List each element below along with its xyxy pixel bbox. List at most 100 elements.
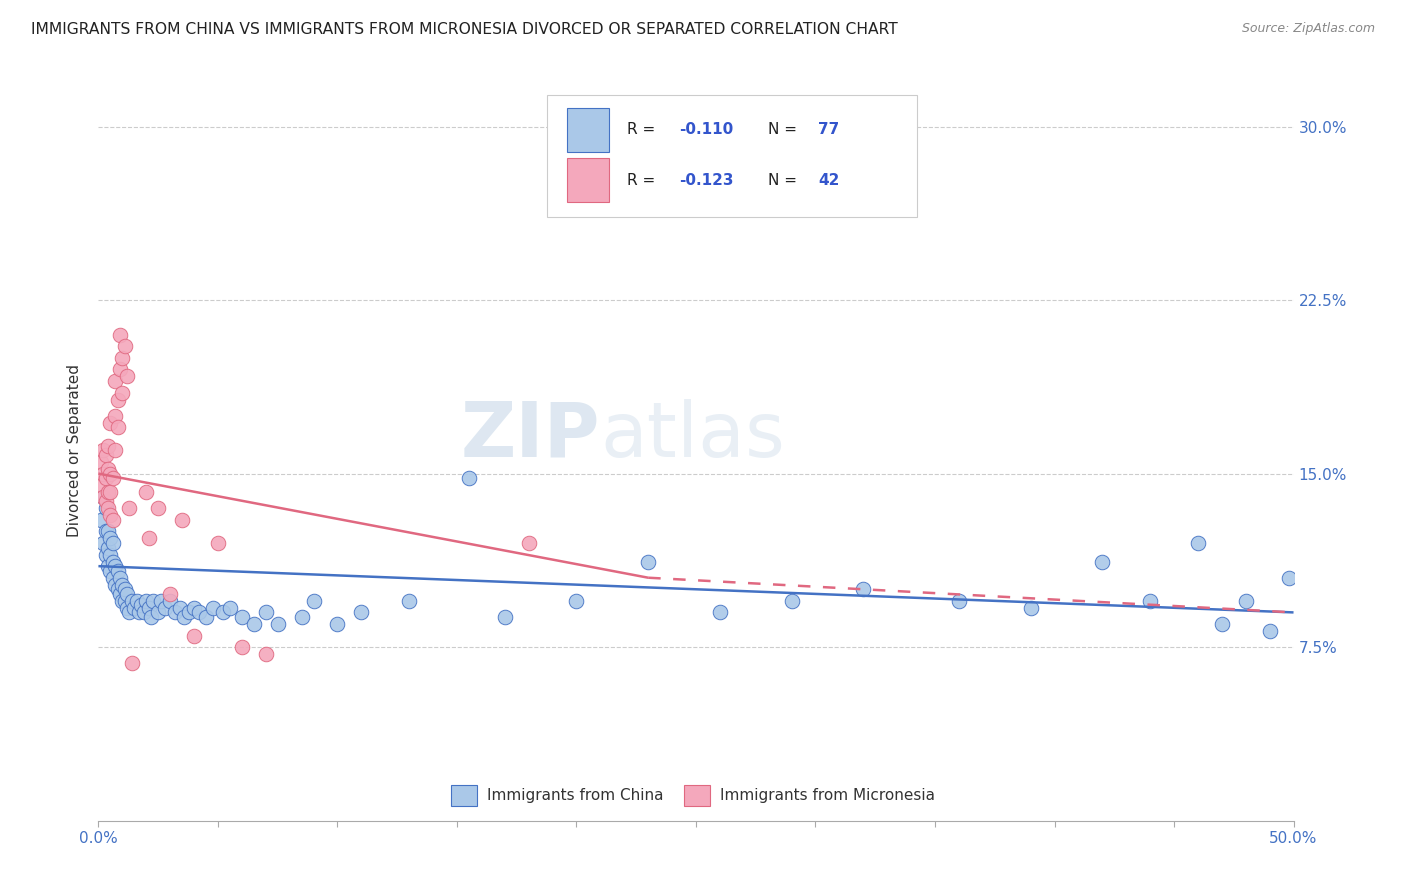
- Point: [94, 501, 117, 516]
- Point: [494, 610, 516, 624]
- Text: R =: R =: [627, 122, 659, 137]
- Point: [108, 327, 131, 342]
- Point: [1258, 624, 1281, 638]
- Point: [202, 600, 225, 615]
- Point: [104, 374, 127, 388]
- Point: [97, 541, 120, 555]
- FancyBboxPatch shape: [685, 785, 710, 805]
- Point: [101, 571, 124, 585]
- Point: [135, 485, 157, 500]
- Point: [254, 647, 277, 661]
- Point: [97, 485, 120, 500]
- Text: IMMIGRANTS FROM CHINA VS IMMIGRANTS FROM MICRONESIA DIVORCED OR SEPARATED CORREL: IMMIGRANTS FROM CHINA VS IMMIGRANTS FROM…: [31, 22, 897, 37]
- Point: [1234, 594, 1257, 608]
- Point: [111, 385, 134, 400]
- Point: [219, 600, 242, 615]
- Point: [114, 582, 136, 597]
- Point: [1187, 536, 1209, 550]
- Point: [115, 369, 138, 384]
- Point: [267, 617, 290, 632]
- Point: [98, 564, 122, 578]
- Point: [90, 478, 112, 492]
- Point: [98, 548, 122, 562]
- Point: [1211, 617, 1233, 632]
- Point: [159, 587, 181, 601]
- Point: [565, 594, 588, 608]
- Point: [159, 594, 181, 608]
- Point: [183, 600, 205, 615]
- Point: [254, 606, 277, 620]
- Point: [637, 554, 659, 569]
- Text: R =: R =: [627, 173, 659, 187]
- Point: [97, 462, 120, 476]
- Point: [94, 494, 117, 508]
- Point: [138, 532, 160, 546]
- Point: [115, 600, 138, 615]
- Text: -0.123: -0.123: [679, 173, 734, 187]
- Point: [132, 606, 155, 620]
- Point: [108, 587, 131, 601]
- Point: [107, 564, 129, 578]
- Point: [231, 610, 253, 624]
- Text: N =: N =: [768, 173, 801, 187]
- Point: [172, 513, 194, 527]
- Point: [101, 471, 124, 485]
- Point: [709, 606, 731, 620]
- Point: [948, 594, 970, 608]
- Point: [104, 443, 127, 458]
- Point: [97, 524, 120, 539]
- FancyBboxPatch shape: [567, 108, 609, 153]
- Point: [207, 536, 229, 550]
- Point: [1139, 594, 1161, 608]
- Point: [98, 416, 122, 430]
- Text: N =: N =: [768, 122, 801, 137]
- Point: [98, 485, 122, 500]
- Point: [187, 606, 209, 620]
- Point: [104, 409, 127, 423]
- Point: [148, 606, 170, 620]
- Point: [148, 501, 170, 516]
- Text: ZIP: ZIP: [461, 399, 600, 473]
- Point: [149, 594, 172, 608]
- Point: [114, 594, 136, 608]
- Point: [124, 600, 146, 615]
- Point: [118, 501, 141, 516]
- Text: 77: 77: [818, 122, 839, 137]
- Point: [94, 524, 117, 539]
- Text: Immigrants from China: Immigrants from China: [486, 788, 664, 803]
- Point: [91, 536, 114, 550]
- Point: [114, 339, 136, 353]
- Point: [125, 594, 148, 608]
- Point: [291, 610, 314, 624]
- Point: [94, 448, 117, 462]
- FancyBboxPatch shape: [547, 95, 917, 218]
- Point: [517, 536, 540, 550]
- Point: [101, 536, 124, 550]
- Point: [398, 594, 420, 608]
- Point: [231, 640, 253, 654]
- Point: [685, 170, 707, 185]
- Point: [458, 471, 481, 485]
- Point: [94, 471, 117, 485]
- Point: [111, 351, 134, 365]
- Text: Immigrants from Micronesia: Immigrants from Micronesia: [720, 788, 935, 803]
- Point: [211, 606, 233, 620]
- Point: [138, 600, 160, 615]
- Point: [173, 610, 195, 624]
- Point: [101, 513, 124, 527]
- Point: [852, 582, 875, 597]
- Point: [326, 617, 349, 632]
- Point: [1019, 600, 1042, 615]
- Point: [179, 606, 201, 620]
- Point: [111, 577, 134, 591]
- Point: [107, 392, 129, 407]
- Text: atlas: atlas: [600, 399, 785, 473]
- Point: [131, 599, 153, 613]
- Point: [142, 594, 165, 608]
- Text: -0.110: -0.110: [679, 122, 734, 137]
- Point: [108, 362, 131, 376]
- Point: [139, 610, 162, 624]
- Point: [118, 606, 141, 620]
- Point: [104, 559, 127, 574]
- Text: 42: 42: [818, 173, 839, 187]
